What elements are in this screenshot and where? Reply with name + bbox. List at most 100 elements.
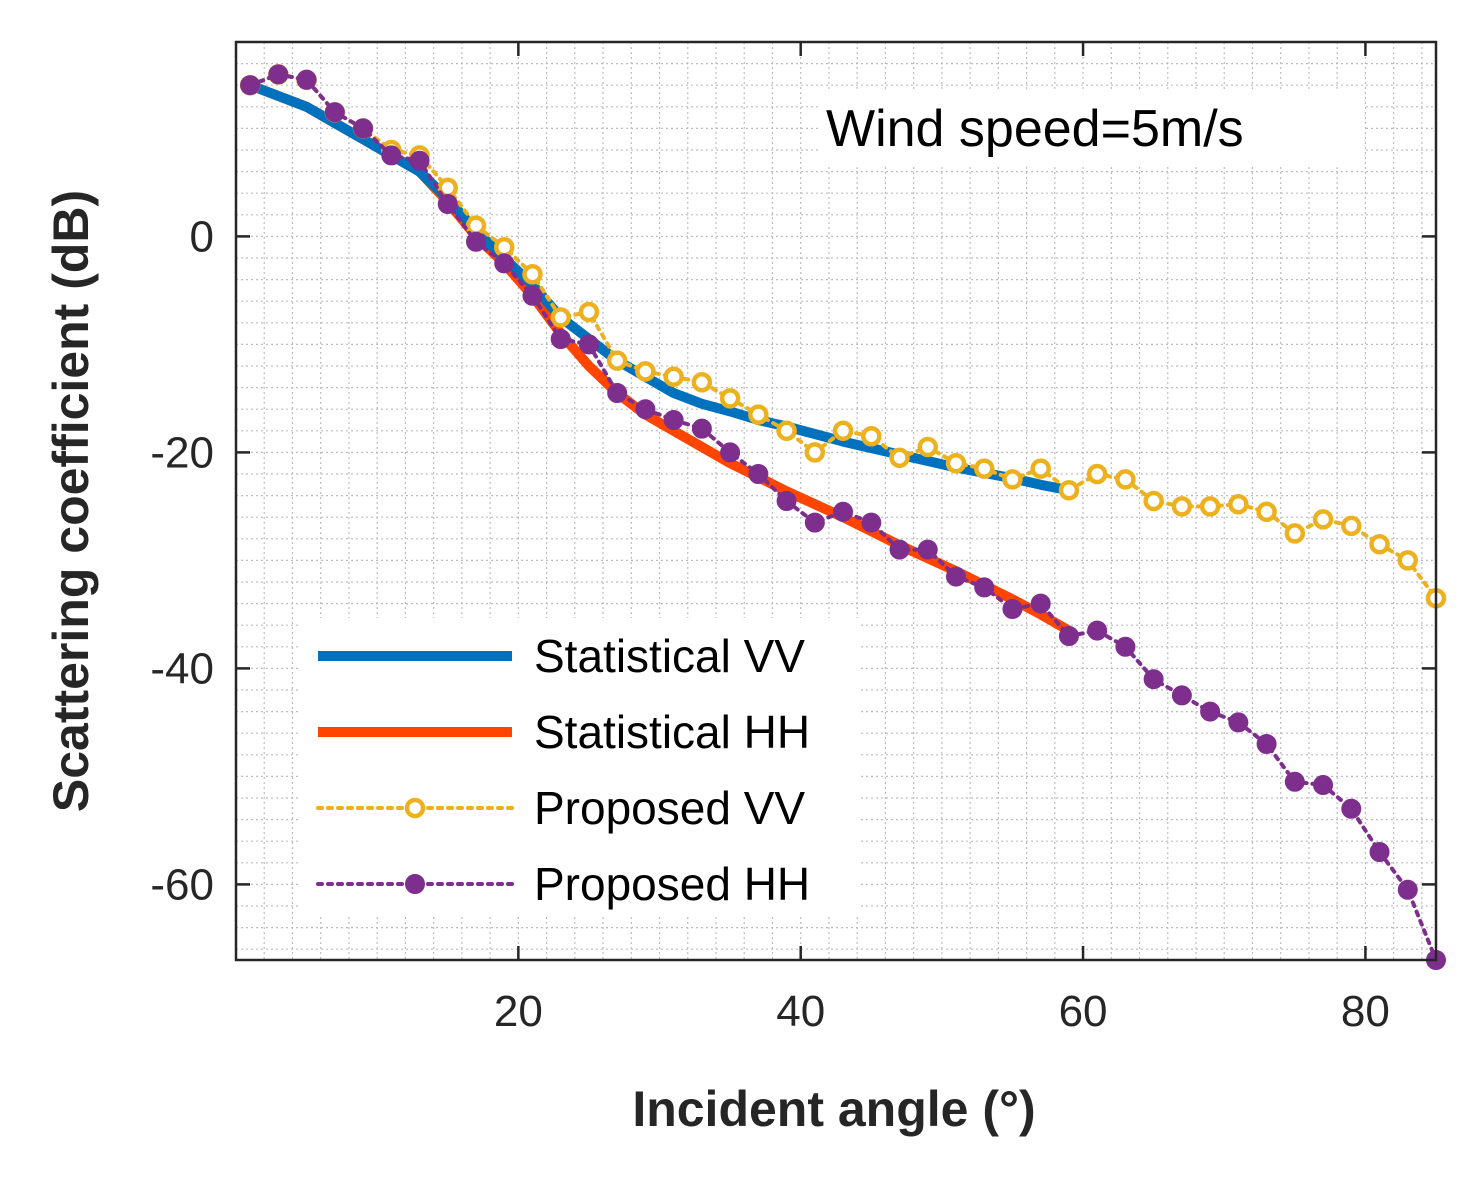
proposed-vv-point <box>663 366 684 388</box>
proposed-hh-point <box>494 253 515 274</box>
proposed-hh-point <box>776 491 797 511</box>
proposed-vv-point <box>1002 469 1023 490</box>
proposed-hh-point <box>1369 842 1390 862</box>
proposed-vv-point <box>1312 509 1334 530</box>
proposed-hh-point <box>550 329 571 349</box>
proposed-vv-point <box>578 301 600 323</box>
plot-frame <box>234 40 1438 962</box>
ticks <box>236 42 1436 960</box>
proposed-vv-point <box>635 361 656 382</box>
proposed-hh-point <box>720 442 741 463</box>
proposed-hh-point <box>353 118 374 139</box>
proposed-vv-point <box>832 420 854 442</box>
x-tick-label: 40 <box>776 987 825 1036</box>
legend-item-proposed-vv: Proposed VV <box>316 782 805 834</box>
proposed-vv-point <box>550 307 571 328</box>
legend-label-proposed-vv: Proposed VV <box>534 782 805 834</box>
y-axis-title: Scattering coefficient (dB) <box>43 190 99 812</box>
x-axis-title: Incident angle (°) <box>632 1081 1035 1137</box>
legend-label-statistical-hh: Statistical HH <box>534 706 810 758</box>
proposed-hh-point <box>833 501 854 522</box>
proposed-vv-point <box>719 388 741 409</box>
y-tick-label: -40 <box>150 644 214 693</box>
annotation-wind-speed: Wind speed=5m/s <box>826 100 1244 158</box>
proposed-hh-point <box>1313 775 1334 796</box>
legend-item-statistical-vv: Statistical VV <box>318 630 805 682</box>
proposed-vv-point <box>945 452 967 474</box>
proposed-vv-point <box>493 236 515 258</box>
proposed-hh-point <box>889 539 910 560</box>
proposed-hh-point <box>409 150 430 171</box>
proposed-vv-point <box>1030 458 1051 479</box>
proposed-hh-point <box>1200 701 1221 722</box>
proposed-vv-point <box>1143 490 1164 512</box>
x-tick-label: 60 <box>1059 987 1108 1036</box>
proposed-hh-point <box>804 512 825 533</box>
proposed-vv-point <box>917 436 939 458</box>
proposed-hh-point <box>1171 685 1192 706</box>
proposed-vv-point <box>691 371 713 393</box>
proposed-vv-point <box>1256 501 1277 523</box>
proposed-hh-series <box>240 64 1446 970</box>
proposed-vv-point <box>1397 550 1419 571</box>
legend-label-proposed-hh: Proposed HH <box>534 858 810 910</box>
proposed-hh-point <box>663 410 684 430</box>
proposed-hh-point <box>1228 712 1249 733</box>
proposed-hh-point <box>635 399 656 420</box>
proposed-vv-point <box>1341 515 1362 537</box>
proposed-vv-point <box>1171 496 1193 517</box>
proposed-vv-point <box>804 442 826 463</box>
proposed-vv-point <box>861 425 882 447</box>
proposed-hh-point <box>861 512 882 533</box>
proposed-vv-point <box>1115 469 1136 490</box>
proposed-vv-point <box>522 263 543 285</box>
proposed-hh-point <box>691 418 712 439</box>
proposed-hh-point <box>324 102 345 123</box>
proposed-hh-point <box>748 464 769 484</box>
proposed-hh-point <box>1256 734 1277 754</box>
proposed-hh-point <box>1030 593 1051 614</box>
proposed-vv-point <box>1086 463 1108 485</box>
x-tick-label: 80 <box>1341 987 1390 1036</box>
proposed-hh-point <box>1115 636 1136 657</box>
proposed-vv-point <box>748 404 769 425</box>
proposed-vv-point <box>889 447 910 469</box>
tick-labels: 20 40 60 80 0 -20 -40 -60 <box>150 212 1389 1036</box>
proposed-vv-point <box>776 420 797 442</box>
legend-item-statistical-hh: Statistical HH <box>318 706 810 758</box>
proposed-hh-point <box>466 231 486 252</box>
proposed-vv-point <box>1228 493 1249 515</box>
legend-box <box>300 618 858 916</box>
proposed-hh-point <box>946 566 966 587</box>
proposed-hh-point <box>1002 599 1023 619</box>
proposed-hh-point <box>1058 626 1079 646</box>
proposed-hh-point <box>607 383 628 403</box>
proposed-hh-point <box>917 539 938 560</box>
proposed-hh-point <box>1341 798 1362 819</box>
y-tick-label: 0 <box>190 212 214 261</box>
legend: Statistical VV Statistical HH Proposed VV P… <box>316 630 810 910</box>
x-tick-label: 20 <box>494 987 543 1036</box>
proposed-hh-point <box>522 285 543 306</box>
y-tick-label: -20 <box>150 428 214 477</box>
proposed-vv-point <box>1058 479 1080 501</box>
proposed-vv-series <box>239 64 1447 609</box>
series-group <box>239 64 1447 970</box>
proposed-hh-point <box>1087 620 1108 641</box>
proposed-hh-point <box>1143 669 1164 690</box>
proposed-vv-point <box>1369 533 1390 555</box>
proposed-hh-point <box>1397 879 1418 900</box>
legend-item-proposed-hh: Proposed HH <box>316 858 810 910</box>
y-tick-label: -60 <box>150 860 214 909</box>
legend-marker-proposed-vv <box>404 797 426 819</box>
proposed-hh-point <box>437 194 458 214</box>
proposed-hh-point <box>296 69 317 90</box>
proposed-vv-point <box>1284 523 1306 544</box>
proposed-hh-point <box>974 577 995 598</box>
proposed-hh-point <box>578 334 599 355</box>
proposed-hh-point <box>268 64 289 85</box>
proposed-vv-point <box>606 350 628 371</box>
proposed-hh-point <box>240 75 261 96</box>
proposed-vv-point <box>1199 496 1221 517</box>
